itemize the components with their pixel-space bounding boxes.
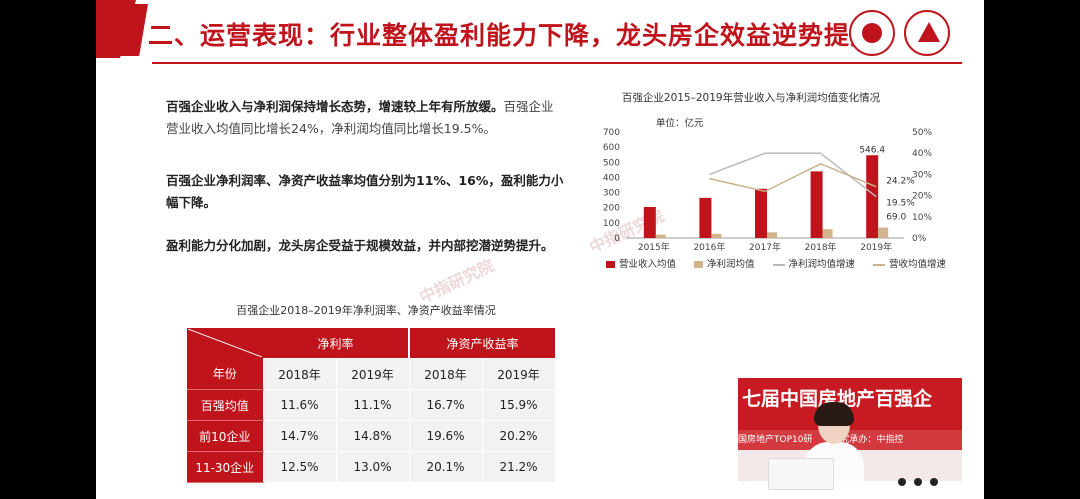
- y-tick-label: 200: [603, 204, 620, 214]
- data-label: 69.0: [886, 213, 906, 223]
- summary-text: 百强企业营业收入均值同比增长24%，净利润均值同比增长19.5%。: [166, 99, 554, 136]
- row-label: 百强均值: [187, 389, 263, 421]
- table-title: 百强企业2018–2019年净利润率、净资产收益率情况: [236, 304, 496, 317]
- chart-legend: 营业收入均值 净利润均值 净利润均值增速 营收均值增速: [606, 256, 946, 270]
- table-cell: 14.7%: [262, 420, 337, 452]
- table-cell: 15.9%: [481, 389, 556, 421]
- legend-item: 净利润均值增速: [772, 256, 856, 270]
- bar: [699, 197, 712, 238]
- x-tick-label: 2015年: [638, 241, 670, 253]
- seal-logo-icon: [849, 10, 895, 56]
- y2-tick-label: 30%: [912, 170, 932, 180]
- series-line: [709, 152, 877, 198]
- x-tick-label: 2016年: [693, 241, 725, 253]
- table-cell: 20.1%: [408, 451, 483, 483]
- table-row: 前10企业 14.7% 14.8% 19.6% 20.2%: [187, 420, 556, 452]
- data-label: 19.5%: [886, 199, 915, 209]
- series-line: [709, 162, 877, 193]
- legend-label: 营收均值增速: [889, 259, 947, 270]
- row-label: 前10企业: [187, 420, 263, 452]
- table-cell: 16.7%: [408, 389, 483, 421]
- bar: [866, 155, 879, 238]
- x-tick-label: 2018年: [805, 241, 837, 253]
- bar: [810, 171, 823, 238]
- microphone-icon: [898, 478, 906, 486]
- watermark: 中指研究院: [416, 255, 497, 307]
- group-header: 净利率: [263, 328, 410, 359]
- strip-left-text: 国房地产TOP10研: [738, 435, 813, 445]
- profit-rate-table: 净利率 净资产收益率 年份 2018年 2019年 2018年 2019年 百强…: [187, 328, 556, 483]
- slide-title: 二、运营表现：行业整体盈利能力下降，龙头房企效益逆势提升: [148, 21, 877, 50]
- x-tick-label: 2017年: [749, 241, 781, 253]
- table-row: 百强均值 11.6% 11.1% 16.7% 15.9%: [187, 389, 556, 421]
- bar: [755, 188, 767, 238]
- bar: [878, 227, 889, 238]
- summary-paragraph-2: 百强企业净利润率、净资产收益率均值分别为11%、16%，盈利能力小幅下降。: [166, 170, 566, 214]
- legend-item: 营收均值增速: [873, 256, 946, 270]
- revenue-profit-chart: 单位：亿元 0 100 200 300 400 500 600 700 0% 10% 20% 30% 40…: [603, 117, 933, 253]
- year-header: 2018年: [262, 358, 337, 390]
- table-row: 11-30企业 12.5% 13.0% 20.1% 21.2%: [187, 451, 556, 483]
- summary-bold: 盈利能力分化加剧，龙头房企受益于规模效益，并内部挖潜逆势提升。: [166, 238, 554, 253]
- microphone-icon: [930, 478, 938, 486]
- bar: [643, 206, 656, 238]
- laptop: [768, 458, 834, 490]
- bar: [767, 232, 777, 238]
- y-tick-label: 400: [603, 173, 620, 183]
- summary-paragraph-3: 盈利能力分化加剧，龙头房企受益于规模效益，并内部挖潜逆势提升。: [166, 235, 566, 257]
- x-tick-label: 2019年: [860, 241, 892, 253]
- legend-label: 营业收入均值: [619, 259, 677, 270]
- row-label: 11-30企业: [187, 451, 263, 483]
- legend-label: 净利润均值: [707, 259, 755, 270]
- y-tick-label: 700: [603, 128, 620, 138]
- y2-tick-label: 0%: [912, 234, 927, 244]
- y2-tick-label: 20%: [912, 192, 932, 202]
- table-cell: 19.6%: [408, 420, 483, 452]
- y-tick-label: 500: [603, 158, 620, 168]
- video-strip: 国房地产TOP10研 研究承办：中指控: [738, 430, 962, 450]
- year-label: 年份: [187, 358, 263, 390]
- video-banner-text: 七届中国房地产百强企: [742, 388, 933, 410]
- table-cell: 21.2%: [481, 451, 556, 483]
- table-corner: [187, 328, 263, 359]
- table-cell: 14.8%: [335, 420, 410, 452]
- year-header: 2018年: [408, 358, 483, 390]
- year-header: 2019年: [335, 358, 410, 390]
- data-label: 546.4: [859, 145, 885, 155]
- legend-item: 营业收入均值: [606, 256, 676, 270]
- chart-unit-label: 单位：亿元: [656, 117, 704, 129]
- microphone-icon: [914, 478, 922, 486]
- header-decoration: [104, 4, 148, 56]
- chart-title: 百强企业2015–2019年营业收入与净利润均值变化情况: [621, 92, 881, 104]
- summary-bold: 百强企业收入与净利润保持增长态势，增速较上年有所放缓。: [166, 99, 504, 114]
- group-header: 净资产收益率: [409, 328, 555, 359]
- year-header: 2019年: [481, 358, 556, 390]
- bar: [822, 229, 833, 238]
- data-label: 24.2%: [886, 177, 915, 187]
- y2-tick-label: 50%: [912, 128, 932, 138]
- slide: 二、运营表现：行业整体盈利能力下降，龙头房企效益逆势提升 百强企业收入与净利润保…: [96, 0, 984, 499]
- legend-label: 净利润均值增速: [788, 259, 856, 270]
- summary-bold: 百强企业净利润率、净资产收益率均值分别为11%、16%，盈利能力小幅下降。: [166, 173, 564, 210]
- table-cell: 11.6%: [262, 389, 337, 421]
- legend-item: 净利润均值: [694, 256, 755, 270]
- presenter-video: 七届中国房地产百强企 国房地产TOP10研 研究承办：中指控: [738, 378, 962, 499]
- table-cell: 12.5%: [262, 451, 337, 483]
- summary-paragraph-1: 百强企业收入与净利润保持增长态势，增速较上年有所放缓。百强企业营业收入均值同比增…: [166, 96, 566, 140]
- y-tick-label: 300: [603, 189, 620, 199]
- table-cell: 20.2%: [481, 420, 556, 452]
- y2-tick-label: 10%: [912, 213, 932, 223]
- bar: [655, 234, 666, 238]
- strip-right-text: 研究承办：中指控: [831, 435, 904, 445]
- y-tick-label: 0: [614, 234, 620, 244]
- top10-logo-icon: [904, 10, 950, 56]
- table-cell: 11.1%: [335, 389, 410, 421]
- y2-tick-label: 40%: [912, 149, 932, 159]
- header-rule: [152, 62, 962, 64]
- y-tick-label: 100: [603, 219, 620, 229]
- table-cell: 13.0%: [335, 451, 410, 483]
- y-tick-label: 600: [603, 143, 620, 153]
- bar: [711, 233, 722, 238]
